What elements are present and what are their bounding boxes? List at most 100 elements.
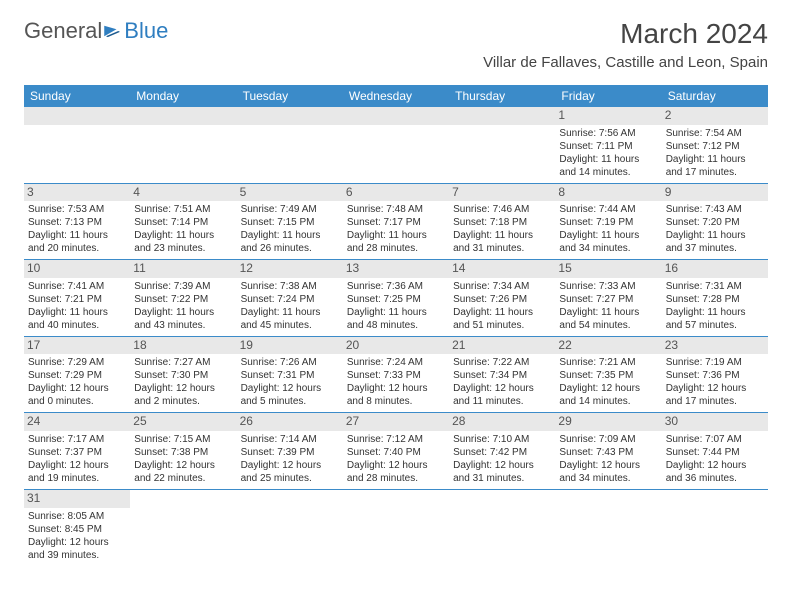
sunset-text: Sunset: 7:39 PM bbox=[241, 446, 339, 459]
flag-icon bbox=[104, 24, 122, 38]
sunset-text: Sunset: 7:26 PM bbox=[453, 293, 551, 306]
day-number: 30 bbox=[662, 413, 768, 431]
sunset-text: Sunset: 7:28 PM bbox=[666, 293, 764, 306]
sunset-text: Sunset: 7:30 PM bbox=[134, 369, 232, 382]
day-number: 5 bbox=[237, 184, 343, 202]
day-cell: 8Sunrise: 7:44 AMSunset: 7:19 PMDaylight… bbox=[555, 183, 661, 260]
day-cell: 18Sunrise: 7:27 AMSunset: 7:30 PMDayligh… bbox=[130, 336, 236, 413]
day-number: 24 bbox=[24, 413, 130, 431]
sunset-text: Sunset: 8:45 PM bbox=[28, 523, 126, 536]
day-cell: 3Sunrise: 7:53 AMSunset: 7:13 PMDaylight… bbox=[24, 183, 130, 260]
empty-cell bbox=[237, 489, 343, 565]
daylight-text: Daylight: 11 hours and 17 minutes. bbox=[666, 153, 764, 179]
empty-cell bbox=[555, 489, 661, 565]
sunrise-text: Sunrise: 7:54 AM bbox=[666, 127, 764, 140]
daylight-text: Daylight: 11 hours and 51 minutes. bbox=[453, 306, 551, 332]
sunrise-text: Sunrise: 7:22 AM bbox=[453, 356, 551, 369]
brand-logo: General Blue bbox=[24, 18, 168, 44]
daylight-text: Daylight: 11 hours and 40 minutes. bbox=[28, 306, 126, 332]
empty-cell bbox=[343, 489, 449, 565]
sunset-text: Sunset: 7:19 PM bbox=[559, 216, 657, 229]
sunset-text: Sunset: 7:21 PM bbox=[28, 293, 126, 306]
sunset-text: Sunset: 7:20 PM bbox=[666, 216, 764, 229]
sunset-text: Sunset: 7:40 PM bbox=[347, 446, 445, 459]
day-number: 12 bbox=[237, 260, 343, 278]
daylight-text: Daylight: 12 hours and 25 minutes. bbox=[241, 459, 339, 485]
daylight-text: Daylight: 11 hours and 37 minutes. bbox=[666, 229, 764, 255]
calendar-table: SundayMondayTuesdayWednesdayThursdayFrid… bbox=[24, 85, 768, 566]
day-number: 8 bbox=[555, 184, 661, 202]
sunrise-text: Sunrise: 7:43 AM bbox=[666, 203, 764, 216]
sunrise-text: Sunrise: 7:51 AM bbox=[134, 203, 232, 216]
calendar-body: 1Sunrise: 7:56 AMSunset: 7:11 PMDaylight… bbox=[24, 107, 768, 566]
daylight-text: Daylight: 12 hours and 31 minutes. bbox=[453, 459, 551, 485]
day-number: 3 bbox=[24, 184, 130, 202]
sunrise-text: Sunrise: 7:38 AM bbox=[241, 280, 339, 293]
daylight-text: Daylight: 11 hours and 28 minutes. bbox=[347, 229, 445, 255]
sunrise-text: Sunrise: 7:48 AM bbox=[347, 203, 445, 216]
day-cell: 10Sunrise: 7:41 AMSunset: 7:21 PMDayligh… bbox=[24, 260, 130, 337]
daylight-text: Daylight: 11 hours and 14 minutes. bbox=[559, 153, 657, 179]
sunset-text: Sunset: 7:27 PM bbox=[559, 293, 657, 306]
day-cell: 12 Sunrise: 7:38 AMSunset: 7:24 PMDayligh… bbox=[237, 260, 343, 337]
day-cell: 22Sunrise: 7:21 AMSunset: 7:35 PMDayligh… bbox=[555, 336, 661, 413]
empty-daynum bbox=[343, 107, 449, 125]
brand-text-2: Blue bbox=[124, 18, 168, 44]
empty-cell bbox=[449, 107, 555, 183]
day-cell: 4Sunrise: 7:51 AMSunset: 7:14 PMDaylight… bbox=[130, 183, 236, 260]
sunset-text: Sunset: 7:35 PM bbox=[559, 369, 657, 382]
calendar-row: 3Sunrise: 7:53 AMSunset: 7:13 PMDaylight… bbox=[24, 183, 768, 260]
day-cell: 1Sunrise: 7:56 AMSunset: 7:11 PMDaylight… bbox=[555, 107, 661, 183]
day-number: 20 bbox=[343, 337, 449, 355]
sunrise-text: Sunrise: 7:36 AM bbox=[347, 280, 445, 293]
empty-daynum bbox=[130, 107, 236, 125]
sunset-text: Sunset: 7:24 PM bbox=[241, 293, 339, 306]
dow-header: Thursday bbox=[449, 85, 555, 107]
day-cell: 2Sunrise: 7:54 AMSunset: 7:12 PMDaylight… bbox=[662, 107, 768, 183]
sunrise-text: Sunrise: 7:26 AM bbox=[241, 356, 339, 369]
sunset-text: Sunset: 7:15 PM bbox=[241, 216, 339, 229]
day-number: 4 bbox=[130, 184, 236, 202]
day-number: 14 bbox=[449, 260, 555, 278]
day-cell: 31Sunrise: 8:05 AMSunset: 8:45 PMDayligh… bbox=[24, 489, 130, 565]
sunrise-text: Sunrise: 7:33 AM bbox=[559, 280, 657, 293]
sunset-text: Sunset: 7:31 PM bbox=[241, 369, 339, 382]
day-number: 26 bbox=[237, 413, 343, 431]
day-number: 31 bbox=[24, 490, 130, 508]
day-number: 15 bbox=[555, 260, 661, 278]
sunset-text: Sunset: 7:42 PM bbox=[453, 446, 551, 459]
day-cell: 29Sunrise: 7:09 AMSunset: 7:43 PMDayligh… bbox=[555, 413, 661, 490]
empty-daynum bbox=[24, 107, 130, 125]
empty-cell bbox=[130, 489, 236, 565]
sunset-text: Sunset: 7:36 PM bbox=[666, 369, 764, 382]
sunrise-text: Sunrise: 8:05 AM bbox=[28, 510, 126, 523]
day-cell: 26 Sunrise: 7:14 AMSunset: 7:39 PMDayligh… bbox=[237, 413, 343, 490]
day-number: 2 bbox=[662, 107, 768, 125]
day-number: 23 bbox=[662, 337, 768, 355]
daylight-text: Daylight: 12 hours and 11 minutes. bbox=[453, 382, 551, 408]
sunrise-text: Sunrise: 7:21 AM bbox=[559, 356, 657, 369]
daylight-text: Daylight: 11 hours and 20 minutes. bbox=[28, 229, 126, 255]
day-cell: 20Sunrise: 7:24 AMSunset: 7:33 PMDayligh… bbox=[343, 336, 449, 413]
calendar-head: SundayMondayTuesdayWednesdayThursdayFrid… bbox=[24, 85, 768, 107]
sunrise-text: Sunrise: 7:14 AM bbox=[241, 433, 339, 446]
sunset-text: Sunset: 7:14 PM bbox=[134, 216, 232, 229]
daylight-text: Daylight: 12 hours and 19 minutes. bbox=[28, 459, 126, 485]
day-number: 10 bbox=[24, 260, 130, 278]
sunset-text: Sunset: 7:25 PM bbox=[347, 293, 445, 306]
daylight-text: Daylight: 12 hours and 0 minutes. bbox=[28, 382, 126, 408]
sunset-text: Sunset: 7:17 PM bbox=[347, 216, 445, 229]
day-number: 28 bbox=[449, 413, 555, 431]
empty-cell bbox=[130, 107, 236, 183]
day-cell: 17Sunrise: 7:29 AMSunset: 7:29 PMDayligh… bbox=[24, 336, 130, 413]
empty-daynum bbox=[237, 107, 343, 125]
calendar-row: 31Sunrise: 8:05 AMSunset: 8:45 PMDayligh… bbox=[24, 489, 768, 565]
sunrise-text: Sunrise: 7:56 AM bbox=[559, 127, 657, 140]
day-number: 6 bbox=[343, 184, 449, 202]
day-number: 25 bbox=[130, 413, 236, 431]
calendar-row: 24Sunrise: 7:17 AMSunset: 7:37 PMDayligh… bbox=[24, 413, 768, 490]
sunrise-text: Sunrise: 7:07 AM bbox=[666, 433, 764, 446]
dow-header: Wednesday bbox=[343, 85, 449, 107]
day-number: 19 bbox=[237, 337, 343, 355]
daylight-text: Daylight: 11 hours and 45 minutes. bbox=[241, 306, 339, 332]
